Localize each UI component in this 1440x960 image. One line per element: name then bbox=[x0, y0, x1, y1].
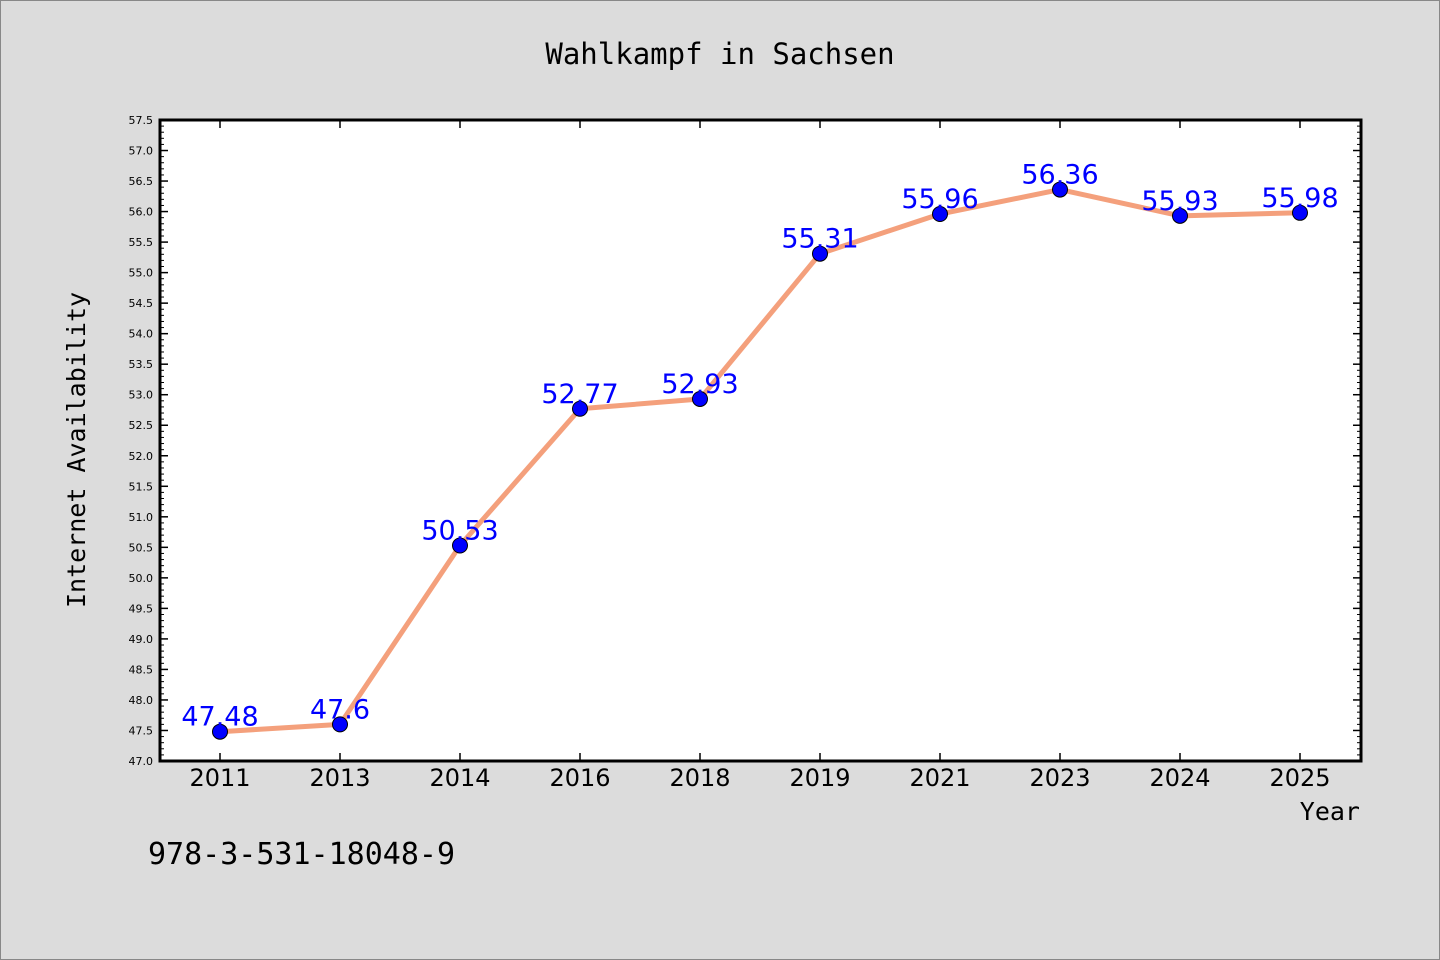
x-tick-label: 2016 bbox=[549, 764, 610, 792]
data-point bbox=[1292, 204, 1308, 221]
series-line-group: 47.48 47.6 50.53 52.77 52.93 55.31 55.96 56.36 5… bbox=[181, 160, 1339, 740]
y-tick-label: 51.5 bbox=[129, 480, 154, 493]
data-point bbox=[812, 245, 828, 262]
data-label: 47.48 bbox=[181, 702, 258, 733]
data-label: 55.98 bbox=[1261, 183, 1338, 214]
y-tick-label: 49.5 bbox=[129, 602, 154, 615]
y-tick-label: 49.0 bbox=[129, 633, 154, 646]
plot-area bbox=[158, 118, 1363, 763]
footer-isbn: 978-3-531-18048-9 bbox=[148, 837, 455, 872]
x-tick-label: 2018 bbox=[669, 764, 730, 792]
y-tick-label: 57.0 bbox=[129, 145, 154, 158]
y-axis-label: Internet Availability bbox=[62, 292, 91, 608]
data-point bbox=[332, 716, 348, 733]
data-label: 55.31 bbox=[781, 224, 858, 255]
y-tick-label: 50.5 bbox=[129, 541, 154, 554]
y-tick-label: 55.0 bbox=[129, 267, 154, 280]
y-tick-label: 57.5 bbox=[129, 114, 154, 127]
x-axis: 2011 2013 2014 2016 2018 2019 2021 2023 2024 2025 bbox=[189, 120, 1331, 792]
data-label: 56.36 bbox=[1021, 160, 1098, 191]
y-tick-label: 55.5 bbox=[129, 236, 154, 249]
y-tick-label: 48.5 bbox=[129, 663, 154, 676]
y-tick-label: 54.0 bbox=[129, 328, 154, 341]
x-tick-label: 2024 bbox=[1149, 764, 1210, 792]
y-tick-label: 56.0 bbox=[129, 206, 154, 219]
data-point bbox=[212, 723, 228, 740]
data-label: 52.93 bbox=[661, 369, 738, 400]
y-tick-label: 52.5 bbox=[129, 419, 154, 432]
x-tick-label: 2023 bbox=[1029, 764, 1090, 792]
data-label: 47.6 bbox=[310, 694, 370, 725]
x-tick-label: 2013 bbox=[309, 764, 370, 792]
data-point bbox=[572, 400, 588, 417]
x-tick-label: 2011 bbox=[189, 764, 250, 792]
data-point bbox=[692, 390, 708, 407]
series-line bbox=[217, 187, 1303, 735]
x-tick-label: 2014 bbox=[429, 764, 490, 792]
y-tick-label: 53.0 bbox=[129, 389, 154, 402]
y-tick-label: 56.5 bbox=[129, 175, 154, 188]
data-point bbox=[1172, 207, 1188, 224]
y-tick-label: 47.5 bbox=[129, 724, 154, 737]
y-tick-label: 50.0 bbox=[129, 572, 154, 585]
data-label: 52.77 bbox=[541, 379, 618, 410]
data-point bbox=[1052, 181, 1068, 198]
x-tick-label: 2025 bbox=[1269, 764, 1330, 792]
y-tick-label: 51.0 bbox=[129, 511, 154, 524]
y-tick-label: 48.0 bbox=[129, 694, 154, 707]
y-tick-label: 53.5 bbox=[129, 358, 154, 371]
data-point bbox=[452, 537, 468, 554]
x-tick-label: 2019 bbox=[789, 764, 850, 792]
chart-title: Wahlkampf in Sachsen bbox=[545, 37, 894, 71]
y-tick-label: 54.5 bbox=[129, 297, 154, 310]
data-label: 55.96 bbox=[901, 184, 978, 215]
data-point bbox=[932, 206, 948, 223]
y-tick-label: 52.0 bbox=[129, 450, 154, 463]
y-tick-label: 47.0 bbox=[129, 755, 154, 768]
data-label: 55.93 bbox=[1141, 186, 1218, 217]
data-label: 50.53 bbox=[421, 516, 498, 547]
x-axis-label: Year bbox=[1300, 797, 1360, 826]
y-axis: 47.0 47.5 48.0 48.5 49.0 49.5 50.0 50.5 51.0 51.5… bbox=[129, 114, 1361, 768]
x-tick-label: 2021 bbox=[909, 764, 970, 792]
